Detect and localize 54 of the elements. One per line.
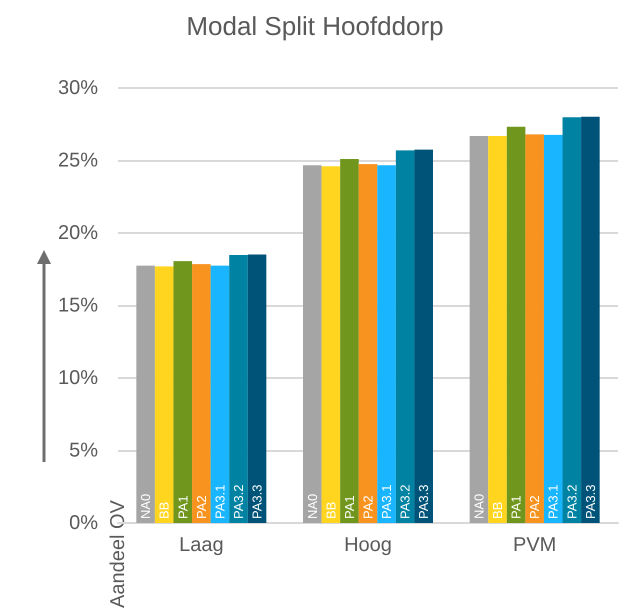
bar (470, 136, 488, 523)
bar (414, 150, 433, 523)
bar (192, 264, 211, 523)
y-tick-label: 30% (58, 77, 98, 99)
bar (581, 116, 600, 523)
text: PA1 (175, 495, 190, 519)
text: PA2 (360, 495, 376, 519)
text: PA3.3 (416, 484, 432, 519)
bar (525, 134, 544, 523)
text: PA3.1 (546, 484, 561, 519)
series-label: PA3.3 (250, 484, 265, 519)
series-label: BB (490, 502, 506, 519)
series-label: NA0 (304, 494, 320, 519)
y-tick-label: 5% (69, 440, 98, 462)
x-tick-label: PVM (512, 534, 556, 556)
y-axis-title: Aandeel OV (107, 499, 129, 608)
y-tick-label: 10% (58, 367, 98, 389)
text: BB (156, 502, 172, 519)
bar (154, 266, 174, 523)
bar (173, 261, 192, 523)
text: BB (323, 502, 338, 519)
bar (210, 266, 230, 523)
bar (358, 164, 378, 523)
bar (229, 255, 248, 523)
bar (488, 136, 507, 523)
x-tick-label: Laag (179, 534, 224, 556)
series-label: PA3.1 (379, 484, 394, 519)
bar (303, 165, 322, 523)
bar (136, 266, 155, 523)
bar (248, 254, 266, 523)
bar (322, 166, 340, 523)
y-tick-label: 0% (69, 512, 98, 534)
bar (562, 117, 582, 523)
y-tick-label: 15% (58, 294, 98, 316)
text: NA0 (471, 494, 486, 519)
text: PA2 (194, 495, 209, 519)
y-tick-label: 25% (58, 150, 98, 172)
text: NA0 (138, 494, 154, 519)
text: PA3.1 (212, 484, 228, 519)
text: PA1 (508, 495, 524, 519)
y-tick-label: 20% (58, 222, 98, 244)
bar (340, 159, 359, 523)
bar (377, 165, 396, 523)
series-label: PA3.2 (564, 484, 580, 519)
text: PA3.2 (398, 484, 413, 519)
bar (506, 126, 526, 523)
bar (396, 150, 414, 523)
series-label: PA1 (342, 495, 357, 519)
series-label: PA2 (527, 495, 542, 519)
x-tick-label: Hoog (344, 534, 392, 556)
chart-title: Modal Split Hoofddorp (186, 11, 444, 41)
text: PA3.2 (230, 484, 246, 519)
bar (544, 134, 563, 523)
text: PA3.3 (582, 484, 598, 519)
